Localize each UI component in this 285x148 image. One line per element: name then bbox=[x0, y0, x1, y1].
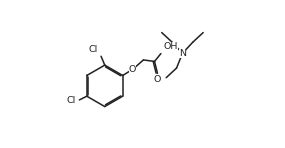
Text: O: O bbox=[154, 75, 161, 84]
Text: O: O bbox=[129, 65, 136, 74]
Text: Cl: Cl bbox=[66, 96, 76, 105]
Text: Cl: Cl bbox=[89, 45, 98, 54]
Text: N: N bbox=[179, 49, 186, 58]
Text: OH: OH bbox=[163, 42, 178, 51]
